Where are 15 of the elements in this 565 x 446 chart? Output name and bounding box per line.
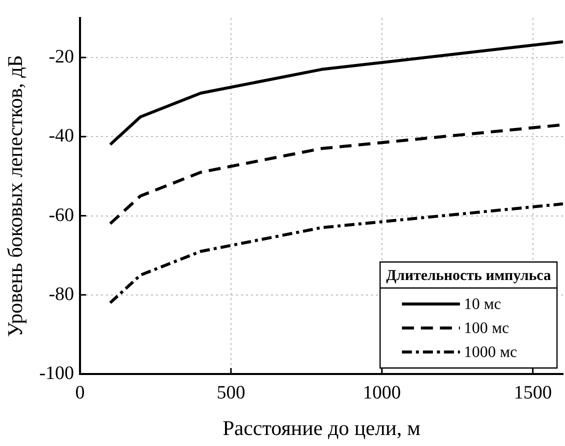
y-tick-label: -80 xyxy=(48,284,74,305)
y-tick-label: -60 xyxy=(48,204,74,226)
x-tick-label: 1500 xyxy=(514,382,552,404)
y-axis-title: Уровень боковых лепестков, дБ xyxy=(3,55,28,337)
x-tick-label: 1000 xyxy=(362,382,401,404)
legend-label: 10 мс xyxy=(464,296,502,314)
y-tick-label: -100 xyxy=(39,362,74,384)
x-tick-label: 500 xyxy=(216,382,246,404)
legend-label: 1000 мс xyxy=(464,344,518,362)
legend-label: 100 мс xyxy=(464,320,510,338)
legend-title: Длительность импульса xyxy=(386,268,552,284)
y-tick-label: -40 xyxy=(48,126,74,147)
x-tick-label: 0 xyxy=(75,382,85,404)
x-axis-title: Расстояние до цели, м xyxy=(222,416,420,440)
y-tick-label: -20 xyxy=(48,46,74,68)
